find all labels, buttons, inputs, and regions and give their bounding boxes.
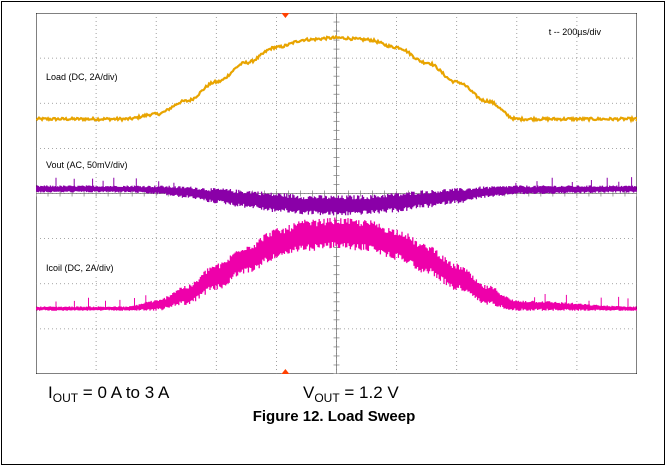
trigger-markers <box>281 13 290 374</box>
trace-1: ◂ <box>36 34 637 124</box>
trace-label-background <box>44 71 120 83</box>
figure-title: Figure 12. Load Sweep <box>252 408 416 425</box>
vout-subscript: OUT <box>314 391 340 405</box>
trace-band <box>36 185 637 216</box>
grid <box>36 13 637 374</box>
trigger-marker-top <box>281 13 290 18</box>
trace-2: ◂ <box>36 177 637 216</box>
vout-condition: VOUT = 1.2 V <box>303 383 399 405</box>
traces: ◂ ◂ ◂ <box>36 34 637 314</box>
oscilloscope-plot: ◂ ◂ ◂ Load (DC, 2A/div) Vout (AC, 50mV/div)… <box>36 13 637 374</box>
ground-marker: ◂ <box>635 118 637 124</box>
trace-band <box>36 217 637 311</box>
vout-value: = 1.2 V <box>339 383 399 402</box>
iout-condition: IOUT = 0 A to 3 A <box>48 383 169 405</box>
trace-label-1: Load (DC, 2A/div) <box>46 72 118 82</box>
trace-label-background <box>44 159 130 171</box>
time-base-label: t -- 200µs/div <box>549 27 602 37</box>
ground-marker: ◂ <box>635 308 637 314</box>
iout-symbol: I <box>48 383 53 402</box>
vout-symbol: V <box>303 383 315 402</box>
ground-marker: ◂ <box>635 188 637 194</box>
trace-spikes <box>55 294 629 309</box>
trace-label-2: Vout (AC, 50mV/div) <box>46 160 128 170</box>
trace-line <box>36 34 637 124</box>
trace-labels: Load (DC, 2A/div) Vout (AC, 50mV/div) Icoi… <box>44 71 130 274</box>
scope-display: ◂ ◂ ◂ Load (DC, 2A/div) Vout (AC, 50mV/div)… <box>36 13 637 374</box>
trace-label-background <box>44 262 116 274</box>
trace-3: ◂ <box>36 217 637 314</box>
trace-label-3: Icoil (DC, 2A/div) <box>46 263 114 273</box>
iout-value: = 0 A to 3 A <box>78 383 170 402</box>
iout-subscript: OUT <box>52 391 79 405</box>
trigger-marker-bottom <box>281 369 290 374</box>
trace-spikes <box>55 177 633 192</box>
